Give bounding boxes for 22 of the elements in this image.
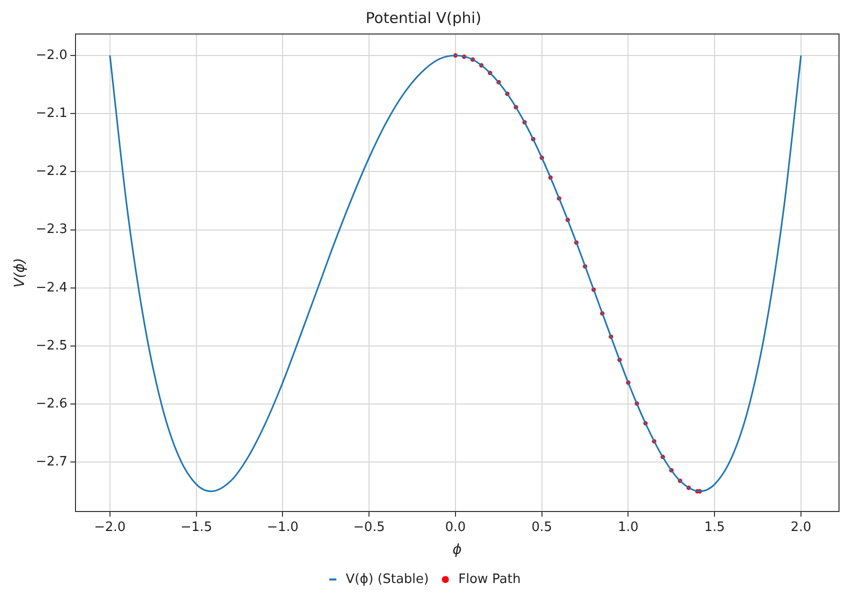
y-tick-label: −2.3 — [36, 222, 68, 238]
y-tick-label: −2.7 — [36, 454, 68, 470]
x-tick-label: −1.0 — [266, 520, 298, 535]
chart-title: Potential V(phi) — [366, 8, 482, 27]
y-tick-label: −2.5 — [36, 338, 68, 354]
legend-label: Flow Path — [458, 572, 521, 587]
y-tick-label: −2.2 — [36, 164, 68, 180]
x-tick-label: 1.0 — [618, 520, 639, 535]
x-tick-label: 0.0 — [445, 520, 466, 535]
y-axis-title: V(ϕ) — [12, 258, 28, 288]
y-tick-label: −2.0 — [36, 48, 68, 63]
x-tick-label: −0.5 — [353, 520, 385, 535]
legend-label: V(ϕ) (Stable) — [346, 572, 429, 587]
x-tick-label: 0.5 — [531, 520, 552, 535]
y-tick-label: −2.6 — [36, 396, 68, 412]
x-tick-label: 2.0 — [790, 520, 812, 535]
x-tick-label: −2.0 — [94, 520, 126, 535]
x-tick-label: 1.5 — [704, 520, 725, 535]
x-tick-label: −1.5 — [180, 520, 212, 535]
y-tick-label: −2.4 — [36, 280, 68, 296]
y-tick-label: −2.1 — [36, 106, 68, 121]
x-axis-title: ϕ — [452, 542, 462, 558]
